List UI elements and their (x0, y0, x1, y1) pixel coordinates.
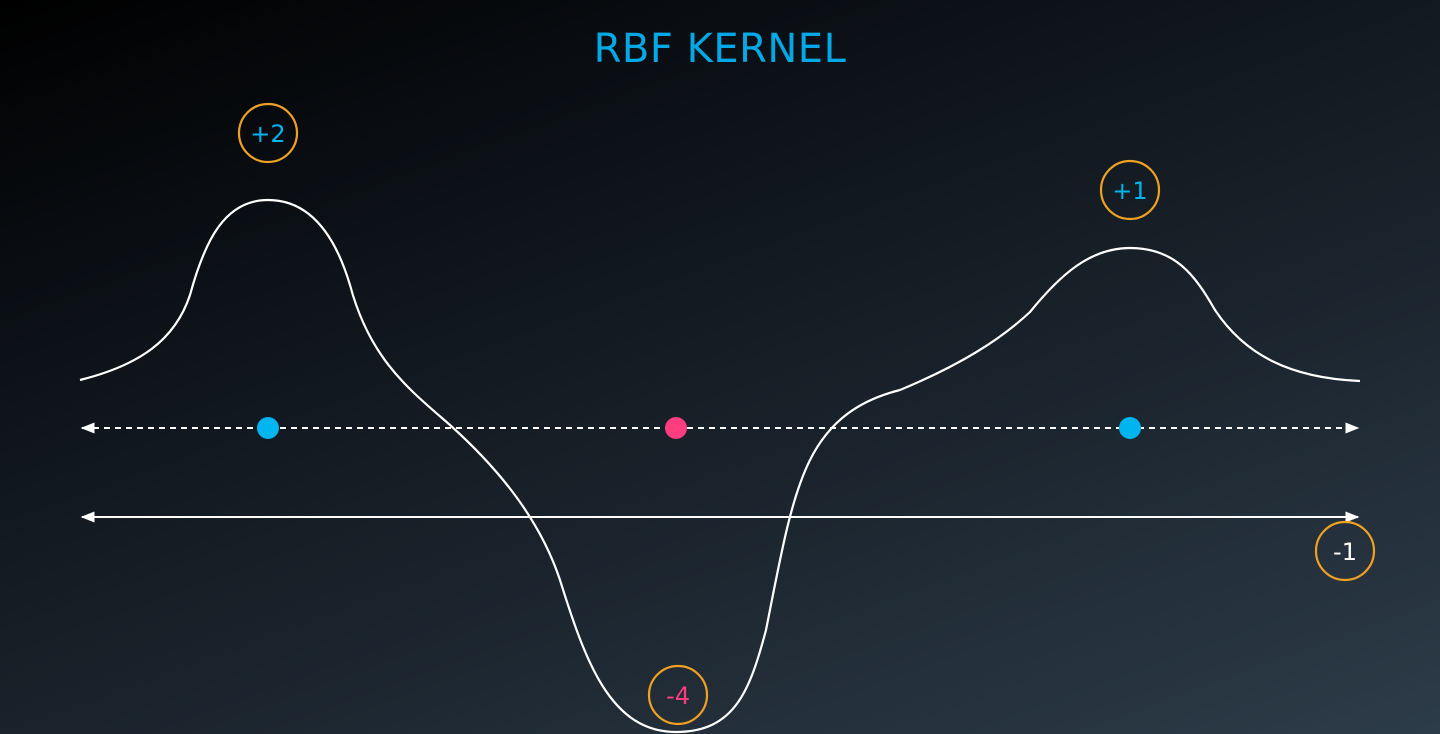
threshold-badge: -1 (1314, 520, 1376, 582)
weight-badge-right: +1 (1099, 159, 1161, 221)
weight-badge-left: +2 (237, 102, 299, 164)
weight-label-center: -4 (666, 682, 690, 710)
positive-point-right (1119, 417, 1141, 439)
positive-point-left (257, 417, 279, 439)
negative-point-center (665, 417, 687, 439)
threshold-label: -1 (1333, 538, 1357, 566)
weight-badge-center: -4 (647, 664, 709, 726)
rbf-kernel-curve (79, 198, 1361, 734)
diagram-title: RBF KERNEL (594, 26, 847, 72)
weight-label-left: +2 (250, 120, 285, 148)
weight-label-right: +1 (1112, 177, 1147, 205)
